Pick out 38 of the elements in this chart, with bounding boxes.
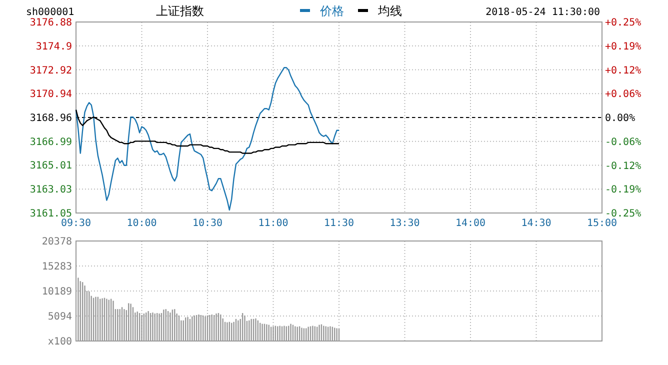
x-tick-label: 09:30	[60, 218, 92, 229]
text: 2018-05-24 11:30:00	[486, 7, 600, 18]
y-tick-label: 5094	[48, 312, 72, 322]
y-tick-label: 3161.05	[30, 208, 72, 220]
y-tick-label: 3170.94	[30, 89, 72, 100]
x-tick-label: 11:30	[324, 218, 354, 229]
x-tick-label: 14:00	[455, 218, 486, 229]
legend-label: 价格	[319, 4, 344, 18]
y2-tick-label: -0.25%	[605, 208, 642, 220]
legend-label: 均线	[377, 4, 402, 18]
y-tick-label: 10189	[42, 286, 72, 298]
chart-subtitle: sh000001	[26, 7, 74, 18]
y-tick-label: 3163.03	[30, 184, 72, 196]
y-tick-label: 15283	[42, 262, 72, 272]
x-tick-label: 11:00	[258, 218, 288, 229]
y-tick-label: 3176.88	[30, 18, 72, 28]
y2-tick-label: +0.25%	[605, 18, 642, 28]
y2-tick-label: +0.19%	[605, 41, 642, 52]
y-tick-label: 3166.99	[30, 136, 72, 148]
y2-tick-label: -0.19%	[605, 184, 642, 196]
x-tick-label: 10:30	[192, 218, 223, 229]
line-series	[75, 67, 340, 211]
y-tick-label: 3174.9	[36, 41, 72, 52]
chart-title: 上证指数	[156, 4, 204, 18]
x-tick-label: 13:30	[390, 218, 420, 229]
x-tick-label: 14:30	[521, 218, 552, 229]
y2-tick-label: -0.06%	[605, 136, 642, 148]
y2-tick-label: +0.06%	[605, 89, 642, 100]
y2-tick-label: +0.12%	[605, 65, 642, 76]
y2-tick-label: -0.12%	[605, 160, 642, 172]
x-tick-label: 10:00	[126, 218, 157, 229]
y2-tick-label: 0.00%	[605, 113, 636, 124]
x-tick-label: 15:00	[586, 218, 618, 229]
y-tick-label: 3165.01	[30, 160, 72, 172]
y-tick-label: 20378	[42, 236, 72, 248]
y-tick-label: x100	[48, 336, 72, 348]
y-tick-label: 3172.92	[30, 65, 72, 76]
y-tick-label: 3168.96	[30, 113, 72, 124]
